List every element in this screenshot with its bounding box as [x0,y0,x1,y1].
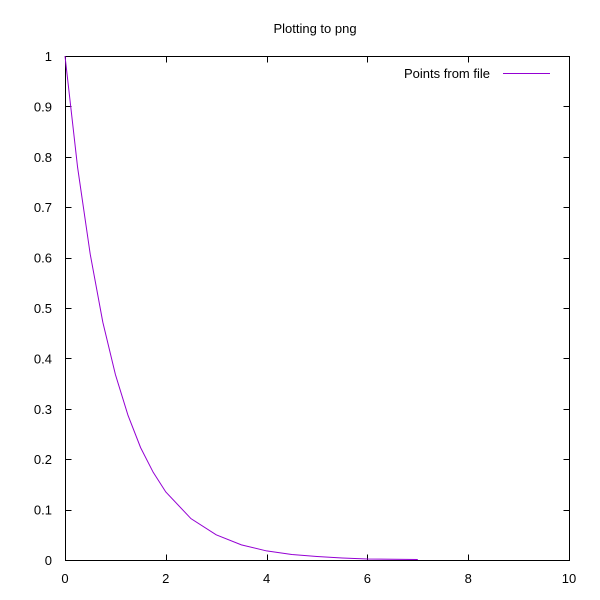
y-tick-label: 0.5 [34,301,52,316]
y-tick-label: 0.3 [34,402,52,417]
x-tick-label: 10 [562,571,576,586]
y-tick-label: 0.7 [34,200,52,215]
y-tick-label: 0.1 [34,503,52,518]
series-layer [64,55,418,560]
y-tick-label: 0.4 [34,351,52,366]
x-tick-label: 6 [364,571,371,586]
y-tick-label: 0.8 [34,150,52,165]
x-tick-label: 4 [263,571,270,586]
y-tick-label: 0.9 [34,99,52,114]
y-tick-label: 1 [45,49,52,64]
y-tick-label: 0.6 [34,251,52,266]
x-tick-label: 0 [61,571,68,586]
x-tick-label: 2 [162,571,169,586]
plot-frame [65,56,570,561]
y-axis: 0 0.1 0.2 0.3 0.4 0.5 0.6 0.7 0.8 0.9 1 [34,49,570,568]
series-line [64,55,418,560]
x-axis: 0 2 4 6 8 10 [61,56,576,586]
y-tick-label: 0.2 [34,452,52,467]
y-tick-label: 0 [45,553,52,568]
legend: Points from file [404,66,550,81]
legend-entry-label: Points from file [404,66,490,81]
x-tick-label: 8 [465,571,472,586]
chart-title: Plotting to png [273,21,356,36]
